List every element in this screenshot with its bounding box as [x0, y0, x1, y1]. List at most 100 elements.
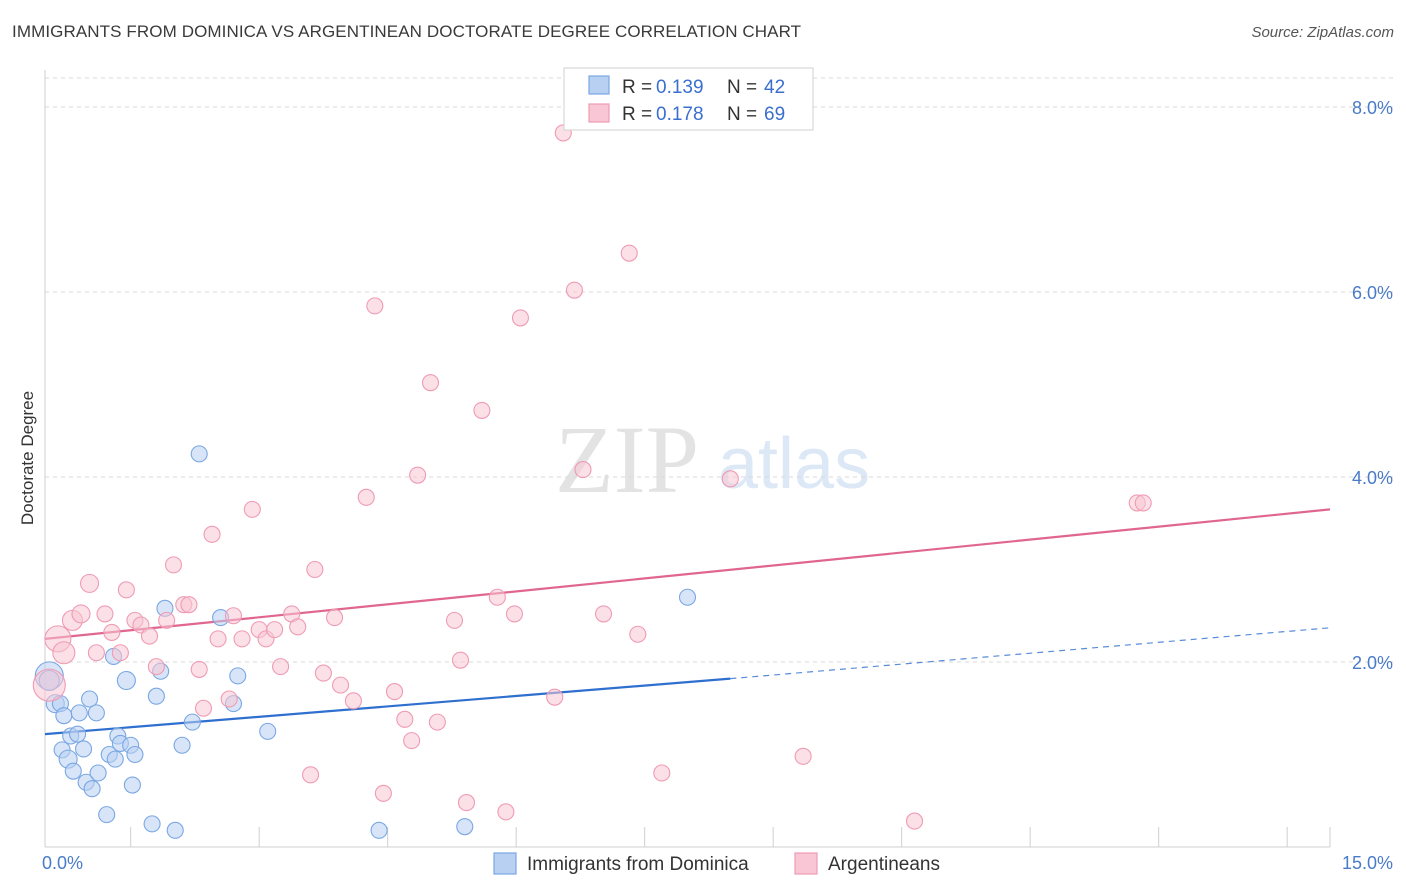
pink-point-34: [306, 560, 324, 579]
pink-point-22: [209, 630, 227, 648]
legend-r-value-1: 0.139: [656, 77, 704, 98]
data-points: [32, 124, 1152, 839]
blue-point-16: [89, 764, 107, 782]
legend-r-value-2: 0.178: [656, 104, 704, 125]
pink-point-6: [87, 644, 105, 662]
blue-point-13: [80, 690, 99, 708]
pink-point-39: [357, 488, 375, 506]
pink-point-65: [794, 747, 812, 765]
pink-point-63: [653, 764, 671, 782]
pink-point-16: [164, 556, 183, 574]
pink-point-32: [289, 618, 307, 636]
watermark-atlas: atlas: [718, 424, 870, 504]
blue-point-41: [678, 588, 697, 606]
blue-point-8: [64, 762, 82, 780]
pink-point-46: [421, 374, 440, 392]
blue-point-37: [229, 667, 247, 685]
pink-point-56: [546, 688, 564, 706]
chart-title: IMMIGRANTS FROM DOMINICA VS ARGENTINEAN …: [12, 22, 802, 41]
blue-point-14: [83, 780, 101, 798]
pink-point-58: [565, 281, 583, 299]
pink-point-14: [147, 658, 165, 676]
pink-point-42: [385, 683, 404, 701]
blue-point-38: [259, 722, 277, 740]
pink-point-66: [905, 812, 924, 830]
bottom-legend-swatch-blue: [493, 852, 517, 875]
pink-point-20: [194, 699, 213, 717]
pink-point-26: [243, 500, 261, 518]
blue-trend-line: [44, 677, 731, 736]
blue-point-27: [143, 815, 161, 833]
pink-point-49: [451, 651, 470, 669]
blue-point-15: [87, 704, 105, 722]
pink-point-15: [158, 611, 176, 629]
x-tick-label-min: 0.0%: [42, 853, 83, 873]
y-tick-label-4: 4.0%: [1352, 468, 1393, 488]
legend-n-label-1: N =: [727, 77, 757, 98]
legend-box: R = 0.139 N = 42 R = 0.178 N = 69: [563, 67, 814, 131]
legend-r-label-1: R =: [622, 77, 652, 98]
pink-point-8: [103, 623, 121, 641]
legend-n-value-1: 42: [764, 77, 785, 98]
pink-point-36: [326, 609, 344, 627]
legend-r-label-2: R =: [622, 104, 652, 125]
blue-point-34: [190, 445, 208, 463]
bottom-legend: Immigrants from Dominica Argentineans: [493, 852, 940, 875]
pink-point-38: [344, 692, 362, 710]
blue-point-28: [147, 687, 165, 705]
blue-point-11: [75, 740, 93, 758]
pink-point-35: [314, 664, 332, 682]
legend-swatch-blue: [588, 75, 610, 95]
pink-point-37: [331, 676, 350, 694]
pink-point-60: [594, 605, 613, 623]
bottom-legend-swatch-pink: [794, 852, 818, 875]
pink-point-68: [1134, 494, 1152, 512]
y-tick-label-2: 2.0%: [1352, 653, 1393, 673]
pink-point-23: [220, 690, 238, 708]
pink-point-59: [574, 461, 592, 479]
blue-point-25: [123, 776, 141, 794]
tick-labels: 2.0% 4.0% 6.0% 8.0% 0.0% 15.0%: [42, 98, 1393, 873]
pink-point-7: [96, 605, 114, 623]
watermark-zip: ZIP: [555, 406, 699, 513]
blue-point-9: [69, 725, 87, 743]
pink-point-54: [505, 605, 524, 623]
pink-point-10: [117, 581, 135, 599]
blue-point-5: [55, 707, 73, 725]
blue-point-31: [166, 821, 184, 839]
y-tick-label-8: 8.0%: [1352, 98, 1393, 118]
pink-point-48: [445, 611, 464, 629]
pink-point-45: [409, 466, 427, 484]
pink-point-47: [428, 713, 446, 731]
source-label: Source: ZipAtlas.com: [1251, 24, 1394, 41]
blue-point-23: [116, 670, 136, 691]
pink-point-53: [497, 803, 515, 821]
pink-point-52: [488, 588, 506, 606]
pink-point-44: [403, 732, 421, 750]
pink-point-5: [79, 573, 100, 593]
pink-point-30: [272, 658, 290, 676]
grid-lines: [45, 77, 1395, 663]
pink-point-62: [629, 625, 647, 643]
pink-point-13: [140, 627, 159, 645]
blue-point-17: [98, 806, 116, 824]
pink-trend-line: [44, 508, 1331, 640]
pink-point-0: [32, 668, 66, 702]
pink-point-29: [266, 621, 284, 639]
pink-point-2: [52, 641, 76, 665]
blue-point-20: [106, 750, 124, 768]
blue-point-40: [456, 818, 474, 836]
legend-n-label-2: N =: [727, 104, 757, 125]
pink-point-33: [302, 766, 320, 784]
pink-point-41: [374, 784, 392, 802]
pink-point-25: [233, 630, 251, 648]
bottom-legend-label-blue: Immigrants from Dominica: [527, 854, 749, 875]
pink-point-50: [457, 794, 476, 812]
y-axis-label: Doctorate Degree: [18, 391, 37, 525]
blue-point-32: [173, 736, 191, 754]
pink-point-64: [721, 470, 739, 488]
pink-point-18: [180, 596, 198, 614]
x-tick-label-max: 15.0%: [1342, 853, 1393, 873]
pink-point-43: [396, 710, 414, 728]
blue-point-39: [370, 821, 388, 839]
